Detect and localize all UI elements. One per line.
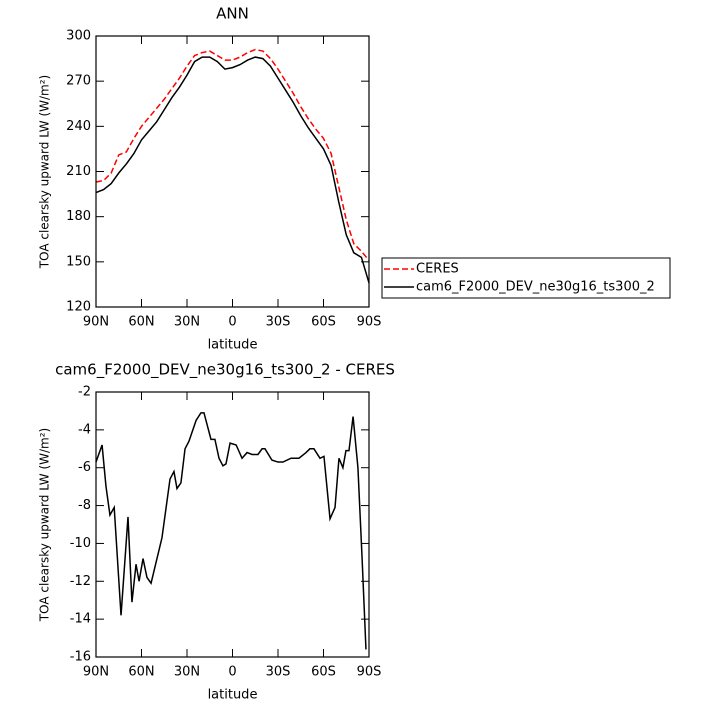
y-tick-label: 210 <box>66 164 91 179</box>
legend-box <box>381 257 671 299</box>
x-tick-label: 90N <box>83 665 109 680</box>
y-tick-label: -6 <box>78 460 91 475</box>
y-tick-label: -2 <box>78 385 91 400</box>
data-line <box>95 56 370 284</box>
x-tick-label: 60N <box>128 665 154 680</box>
data-line <box>95 48 370 261</box>
y-axis-label: TOA clearsky upward LW (W/m²) <box>38 75 52 269</box>
x-tick-label: 30N <box>174 665 200 680</box>
y-tick-label: -4 <box>78 422 91 437</box>
chart-title: ANN <box>216 5 249 23</box>
y-tick-label: -10 <box>70 536 91 551</box>
x-tick-label: 60S <box>311 665 336 680</box>
chart-title: cam6_F2000_DEV_ne30g16_ts300_2 - CERES <box>55 361 395 380</box>
x-axis-label: latitude <box>208 338 258 353</box>
x-tick-label: 30S <box>266 315 291 330</box>
y-tick-label: -12 <box>70 574 91 589</box>
x-tick-label: 30N <box>174 315 200 330</box>
y-tick-label: 270 <box>66 74 91 89</box>
y-tick-label: 150 <box>66 254 91 269</box>
x-tick-label: 60N <box>128 315 154 330</box>
x-tick-label: 90S <box>357 315 382 330</box>
y-tick-label: 180 <box>66 209 91 224</box>
x-tick-label: 60S <box>311 315 336 330</box>
x-tick-label: 90S <box>357 665 382 680</box>
x-tick-label: 30S <box>266 665 291 680</box>
data-line <box>95 412 367 650</box>
x-tick-label: 0 <box>228 315 236 330</box>
y-tick-label: -8 <box>78 498 91 513</box>
y-tick-label: 120 <box>66 300 91 315</box>
x-tick-label: 90N <box>83 315 109 330</box>
legend-label: CERES <box>416 262 459 277</box>
plot-frame <box>95 391 370 658</box>
y-axis-label: TOA clearsky upward LW (W/m²) <box>38 428 52 622</box>
x-tick-label: 0 <box>228 665 236 680</box>
legend-label: cam6_F2000_DEV_ne30g16_ts300_2 <box>416 280 655 295</box>
plot-frame <box>95 35 370 308</box>
y-tick-label: -16 <box>70 650 91 665</box>
y-tick-label: 300 <box>66 29 91 44</box>
y-tick-label: -14 <box>70 612 91 627</box>
y-tick-label: 240 <box>66 119 91 134</box>
x-axis-label: latitude <box>208 688 258 703</box>
